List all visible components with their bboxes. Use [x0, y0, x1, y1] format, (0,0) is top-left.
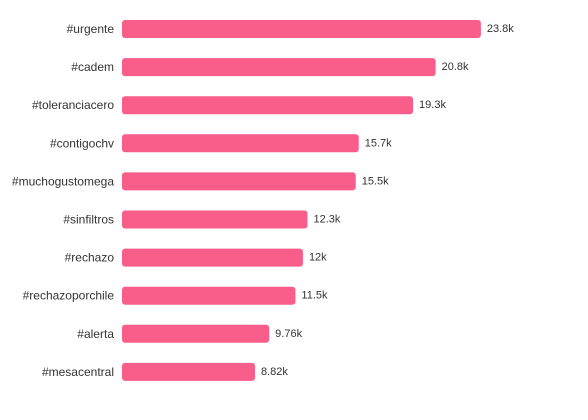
value-label-8: 9.76k	[275, 328, 302, 340]
category-label-1: #cadem	[71, 60, 114, 74]
value-label-2: 19.3k	[419, 99, 446, 111]
bar-0	[122, 20, 481, 38]
category-label-0: #urgente	[67, 22, 115, 36]
value-label-9: 8.82k	[261, 366, 288, 378]
bar-2	[122, 96, 414, 115]
bar-1	[122, 58, 436, 77]
value-labels-group: 23.8k 20.8k 19.3k 15.7k 15.5k 12.3k 12k 11.5k 9.…	[261, 23, 514, 378]
category-label-9: #mesacentral	[42, 365, 114, 379]
value-label-7: 11.5k	[301, 290, 328, 302]
category-label-6: #rechazo	[65, 251, 115, 265]
value-label-1: 20.8k	[442, 61, 469, 73]
category-label-5: #sinfiltros	[63, 213, 114, 227]
category-label-8: #alerta	[77, 327, 114, 341]
value-label-5: 12.3k	[313, 214, 340, 226]
bars-group	[122, 20, 481, 381]
category-labels-group: #urgente #cadem #toleranciacero #contigochv…	[12, 22, 114, 379]
value-label-3: 15.7k	[365, 137, 392, 149]
bar-9	[122, 362, 255, 381]
bar-6	[122, 248, 303, 267]
bar-5	[122, 210, 308, 229]
category-label-4: #muchogustomega	[12, 174, 114, 188]
value-label-0: 23.8k	[487, 23, 514, 35]
category-label-3: #contigochv	[50, 136, 114, 150]
bar-4	[122, 172, 356, 191]
bar-3	[122, 134, 359, 153]
bar-7	[122, 286, 296, 305]
value-label-4: 15.5k	[362, 175, 389, 187]
category-label-7: #rechazoporchile	[23, 289, 115, 303]
category-label-2: #toleranciacero	[32, 98, 114, 112]
bar-8	[122, 324, 270, 343]
value-label-6: 12k	[309, 252, 327, 264]
